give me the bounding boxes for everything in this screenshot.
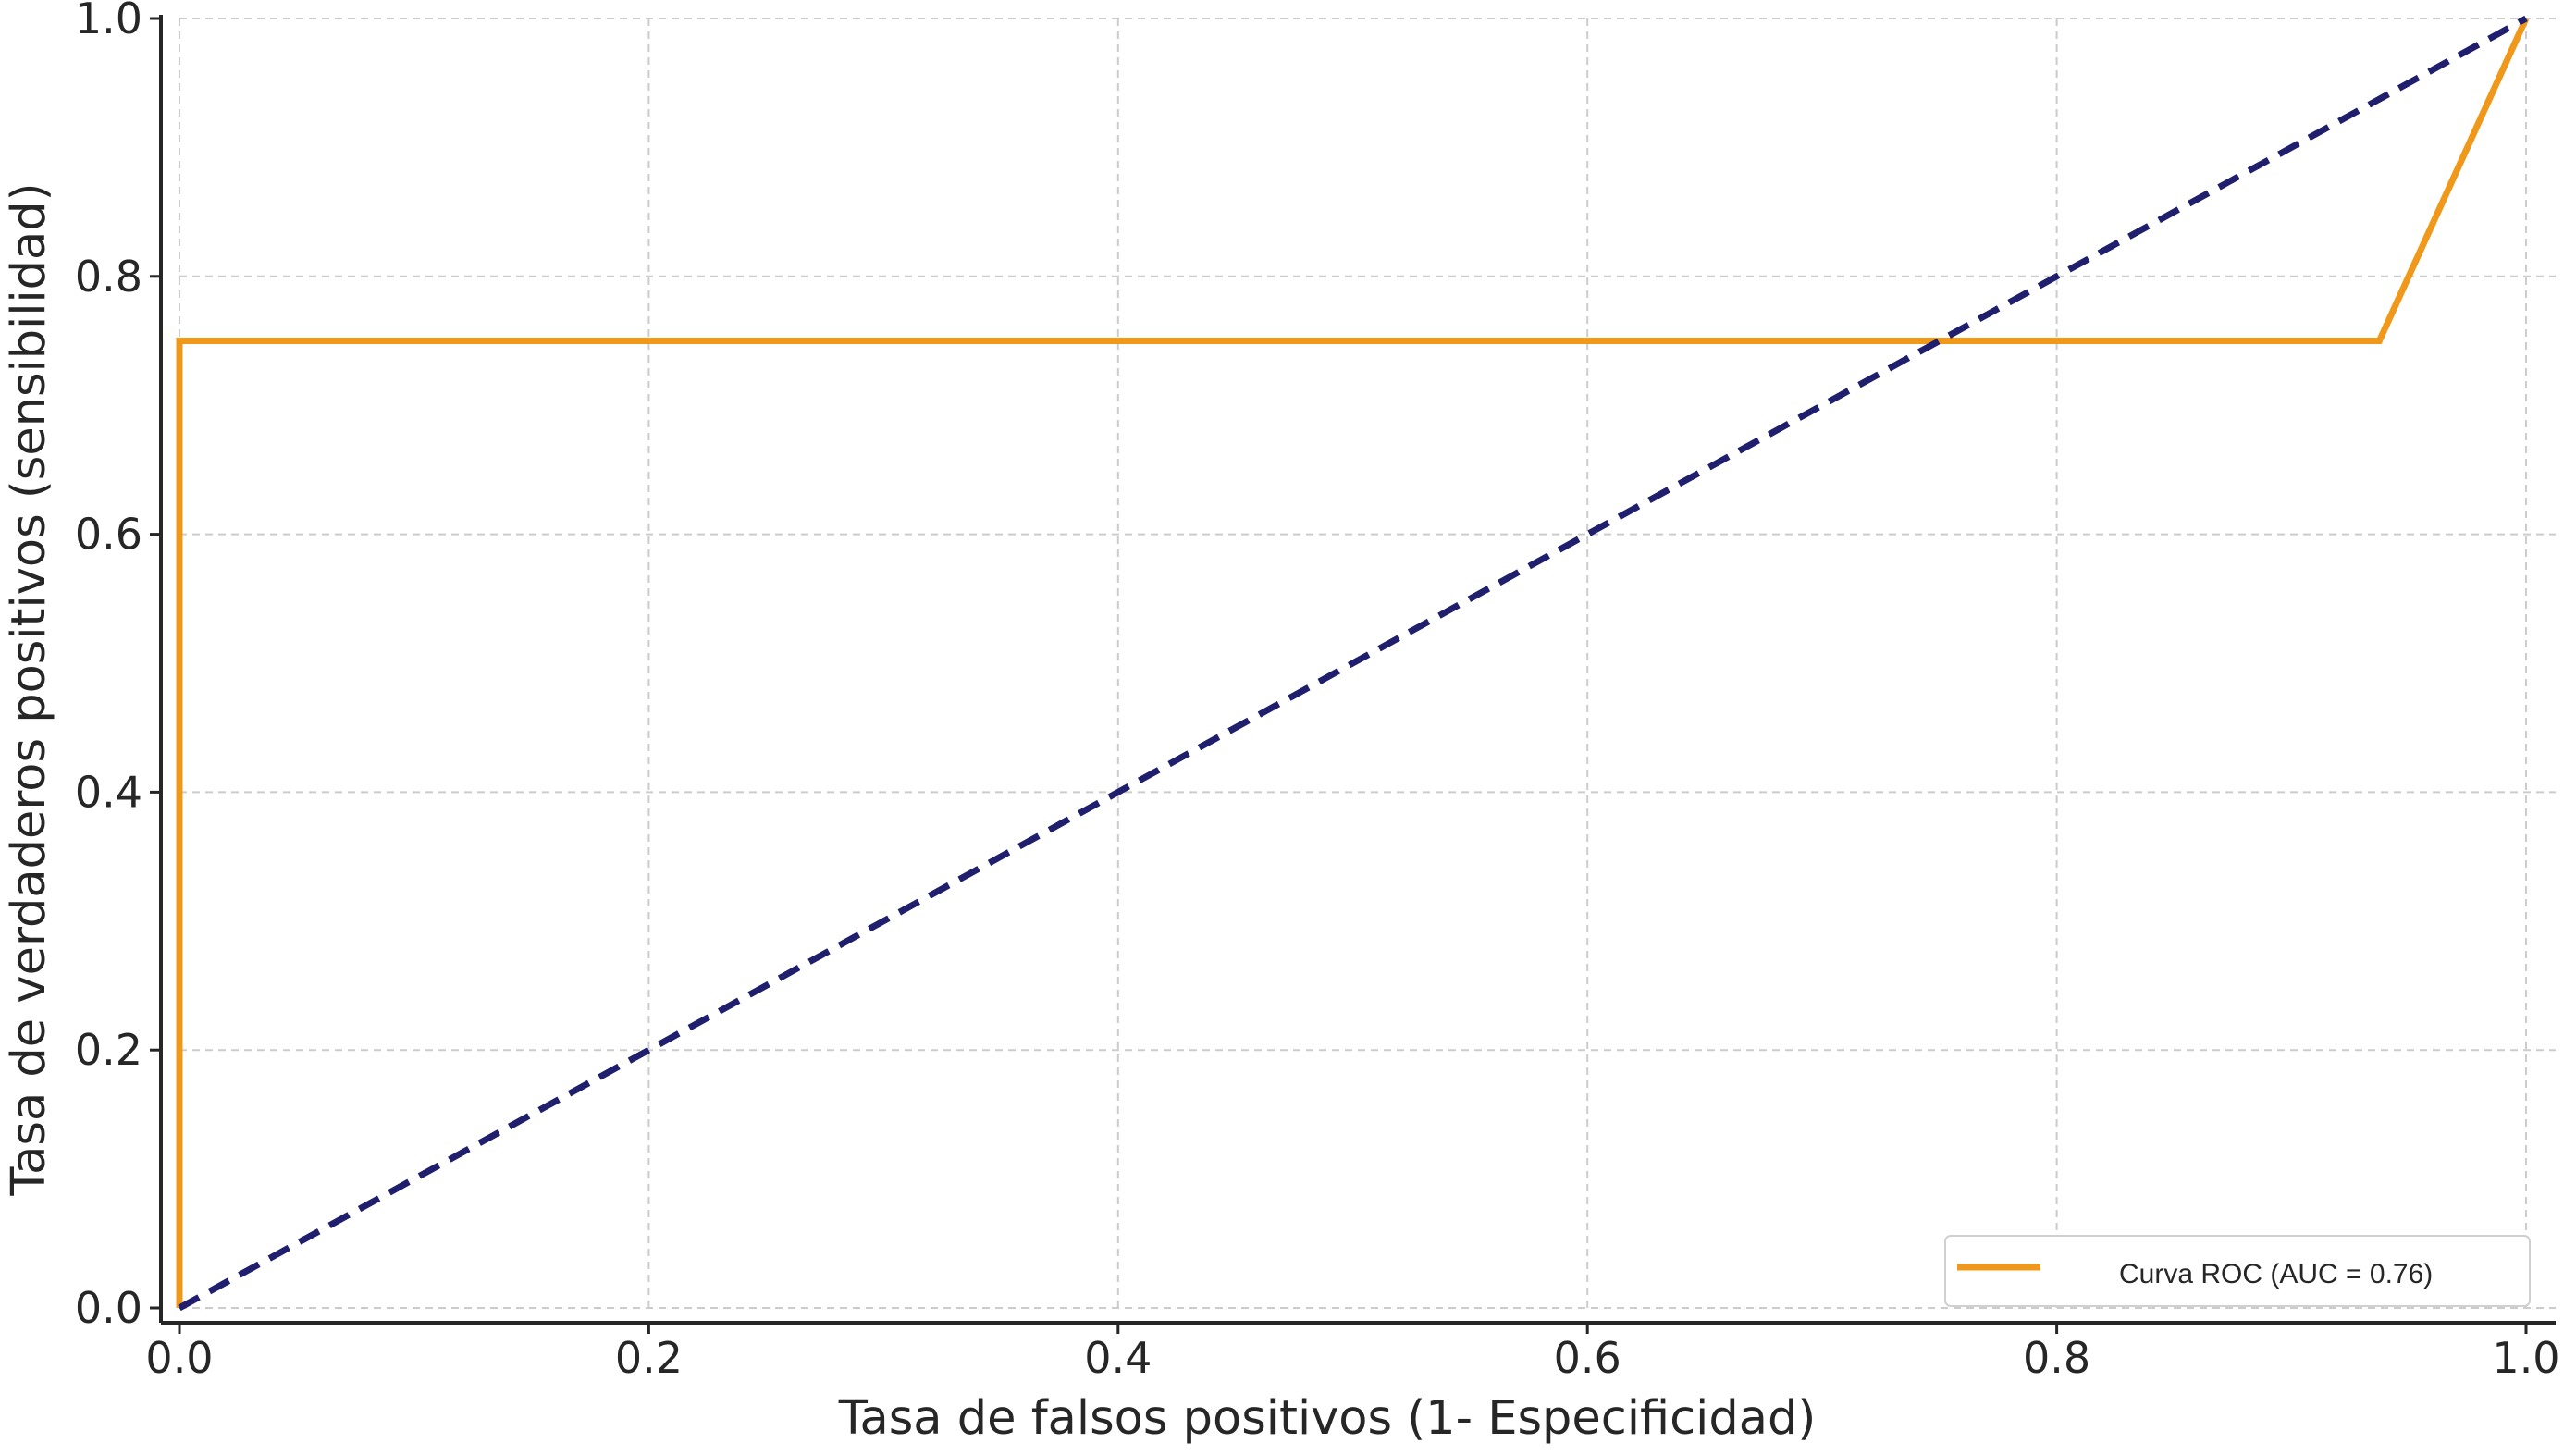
legend-label-roc: Curva ROC (AUC = 0.76) (2119, 1259, 2433, 1289)
x-axis-label: Tasa de falsos positivos (1- Especificid… (838, 1391, 1816, 1446)
x-tick-label-2: 0.4 (1084, 1333, 1152, 1383)
series-layer (176, 15, 2530, 1312)
chance-diagonal-line (178, 15, 2528, 1312)
legend-box (1944, 1235, 2531, 1307)
ticks-layer: 0.0 0.2 0.4 0.6 0.8 1.0 0.0 0.2 0.4 0.6 0.8 1.0 (75, 0, 2560, 1383)
y-tick-label-3: 0.6 (75, 510, 142, 560)
axes-layer (159, 15, 2556, 1325)
x-tick-label-4: 0.8 (2023, 1333, 2090, 1383)
y-tick-label-4: 0.8 (75, 252, 142, 302)
x-tick-label-0: 0.0 (145, 1333, 213, 1383)
y-tick-label-1: 0.2 (75, 1025, 142, 1075)
roc-curve-line (176, 17, 2530, 1308)
x-tick-label-5: 1.0 (2492, 1333, 2559, 1383)
legend: Curva ROC (AUC = 0.76) (1944, 1235, 2531, 1307)
x-tick-label-3: 0.6 (1554, 1333, 1621, 1383)
grid-layer (179, 18, 2556, 1309)
y-axis-label: Tasa de verdaderos positivos (sensibilid… (2, 182, 56, 1196)
y-tick-label-0: 0.0 (75, 1283, 142, 1333)
y-tick-label-2: 0.4 (75, 767, 142, 817)
x-tick-label-1: 0.2 (615, 1333, 683, 1383)
y-tick-label-5: 1.0 (75, 0, 142, 43)
